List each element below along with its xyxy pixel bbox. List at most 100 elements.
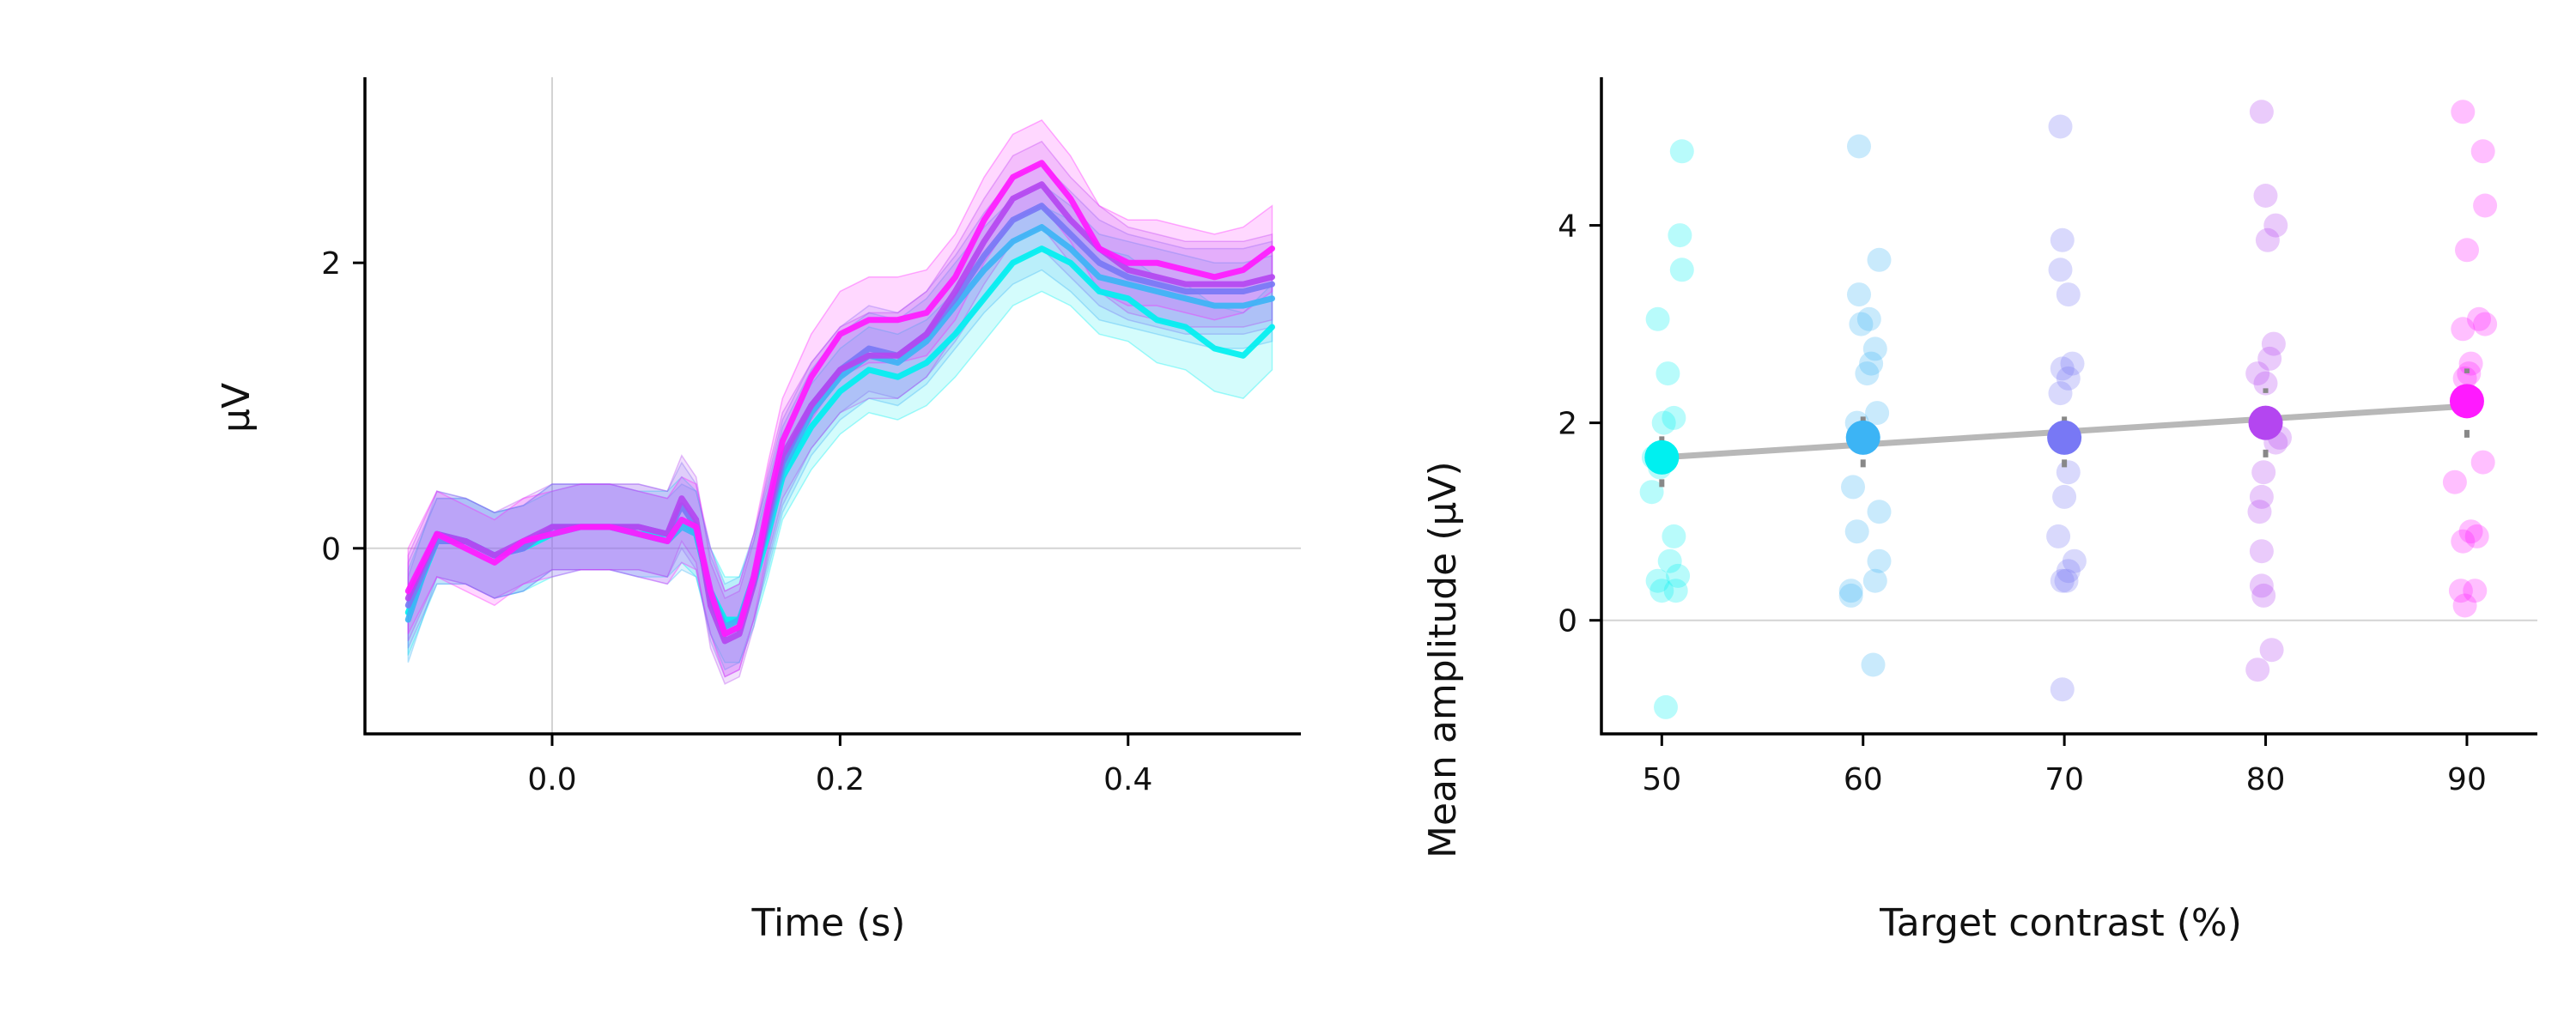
subject-point-80 xyxy=(2249,573,2274,598)
subject-point-90 xyxy=(2473,312,2498,336)
subject-point-60 xyxy=(1861,652,1886,677)
subject-point-70 xyxy=(2056,366,2081,391)
erp-y-tick-label: 2 xyxy=(321,246,341,282)
subject-point-50 xyxy=(1649,579,1674,603)
subject-point-60 xyxy=(1856,306,1881,331)
subject-point-50 xyxy=(1651,410,1676,435)
subject-point-90 xyxy=(2464,524,2489,548)
erp-y-ticks: 02 xyxy=(321,246,365,567)
amplitude-x-tick-label: 80 xyxy=(2246,762,2286,797)
amplitude-x-tick-label: 50 xyxy=(1642,762,1681,797)
subject-point-60 xyxy=(1862,336,1887,361)
group-mean-90 xyxy=(2449,384,2484,419)
erp-x-tick-label: 0.0 xyxy=(527,762,576,797)
amplitude-y-tick-label: 4 xyxy=(1558,209,1577,245)
subject-point-90 xyxy=(2470,139,2495,164)
erp-band-60 xyxy=(407,183,1273,671)
amplitude-x-ticks: 50 60 70 80 90 xyxy=(1642,734,2487,797)
subject-point-60 xyxy=(1865,401,1890,426)
erp-error-bands xyxy=(407,118,1273,685)
subject-point-60 xyxy=(1855,361,1880,386)
subject-point-70 xyxy=(2050,677,2075,702)
erp-x-tick-label: 0.2 xyxy=(816,762,865,797)
subject-point-60 xyxy=(1838,583,1863,608)
subject-point-70 xyxy=(2048,258,2073,282)
erp-chart: 0.0 0.2 0.4 02 Time (s) μV xyxy=(215,77,1301,945)
subject-point-80 xyxy=(2251,460,2276,485)
subject-point-50 xyxy=(1657,548,1682,573)
erp-y-tick-label: 0 xyxy=(321,532,341,567)
amplitude-axes xyxy=(1600,77,2537,736)
subject-point-70 xyxy=(2056,559,2081,584)
subject-point-80 xyxy=(2255,227,2280,252)
subject-point-60 xyxy=(1849,312,1874,336)
subject-point-50 xyxy=(1669,258,1694,282)
subject-point-80 xyxy=(2249,100,2274,124)
subject-point-60 xyxy=(1841,475,1865,500)
amplitude-y-axis-label: Mean amplitude (μV) xyxy=(1421,461,1465,858)
subject-point-70 xyxy=(2046,524,2071,548)
erp-line-90 xyxy=(404,160,1275,638)
group-mean-60 xyxy=(1845,420,1880,455)
subject-point-50 xyxy=(1656,361,1680,386)
subject-point-50 xyxy=(1662,524,1686,548)
subject-point-70 xyxy=(2056,282,2081,307)
group-mean-50 xyxy=(1644,439,1680,475)
subject-point-70 xyxy=(2056,460,2081,485)
subject-point-80 xyxy=(2249,539,2274,564)
erp-y-axis-label: μV xyxy=(215,383,258,433)
subject-point-50 xyxy=(1645,306,1670,331)
amplitude-x-tick-label: 90 xyxy=(2447,762,2487,797)
amplitude-confidence-intervals xyxy=(1659,368,2470,488)
subject-point-70 xyxy=(2060,351,2085,376)
subject-point-80 xyxy=(2249,484,2274,509)
subject-point-70 xyxy=(2050,227,2075,252)
subject-point-90 xyxy=(2457,361,2482,386)
subject-point-90 xyxy=(2470,450,2495,475)
erp-axes xyxy=(363,77,1301,736)
subject-point-90 xyxy=(2451,100,2476,124)
subject-point-80 xyxy=(2257,346,2282,371)
subject-point-60 xyxy=(1844,519,1869,544)
subject-point-80 xyxy=(2253,371,2278,396)
amplitude-x-tick-label: 60 xyxy=(1844,762,1883,797)
subject-point-90 xyxy=(2452,593,2477,618)
group-mean-70 xyxy=(2047,420,2082,455)
erp-x-axis-label: Time (s) xyxy=(751,901,906,945)
subject-point-90 xyxy=(2463,579,2488,603)
amplitude-x-tick-label: 70 xyxy=(2044,762,2084,797)
subject-point-70 xyxy=(2052,484,2077,509)
subject-point-60 xyxy=(1867,548,1892,573)
subject-point-90 xyxy=(2473,193,2498,218)
subject-point-60 xyxy=(1847,134,1871,159)
subject-point-90 xyxy=(2448,579,2473,603)
amplitude-chart: 50 60 70 80 90 0 2 4 Target contrast (%) Mean … xyxy=(1421,77,2537,945)
subject-point-60 xyxy=(1867,500,1892,524)
group-mean-80 xyxy=(2248,405,2283,440)
subject-point-70 xyxy=(2048,114,2073,139)
subject-point-90 xyxy=(2451,317,2476,342)
subject-point-90 xyxy=(2467,306,2491,331)
amplitude-y-ticks: 0 2 4 xyxy=(1558,209,1601,639)
erp-x-tick-label: 0.4 xyxy=(1103,762,1152,797)
subject-point-70 xyxy=(2050,356,2075,381)
subject-point-70 xyxy=(2050,568,2075,593)
amplitude-subject-points xyxy=(1639,100,2498,719)
subject-point-70 xyxy=(2054,568,2079,593)
subject-point-50 xyxy=(1654,694,1678,719)
subject-point-90 xyxy=(2451,529,2476,554)
subject-point-90 xyxy=(2458,519,2483,544)
subject-point-80 xyxy=(2245,657,2270,682)
erp-band-90 xyxy=(407,118,1273,678)
erp-x-ticks: 0.0 0.2 0.4 xyxy=(527,734,1152,797)
subject-point-60 xyxy=(1859,351,1884,376)
subject-point-60 xyxy=(1867,247,1892,272)
subject-point-60 xyxy=(1847,282,1871,307)
subject-point-50 xyxy=(1669,139,1694,164)
subject-point-90 xyxy=(2442,470,2467,494)
amplitude-group-means xyxy=(1644,384,2484,475)
subject-point-80 xyxy=(2253,184,2278,208)
amplitude-y-tick-label: 2 xyxy=(1558,407,1577,442)
subject-point-60 xyxy=(1862,568,1887,593)
